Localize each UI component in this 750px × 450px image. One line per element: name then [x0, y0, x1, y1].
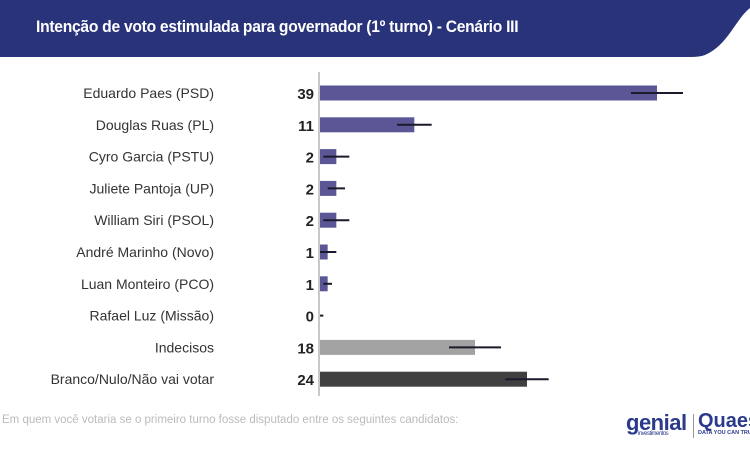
value-label: 39 — [297, 86, 314, 103]
category-label: André Marinho (Novo) — [76, 244, 214, 260]
footnote: Em quem você votaria se o primeiro turno… — [2, 414, 459, 426]
category-label: Rafael Luz (Missão) — [90, 308, 215, 324]
value-label: 24 — [297, 372, 314, 389]
quaest-logo: QuaestDATA YOU CAN TRUST — [698, 410, 750, 436]
value-label: 1 — [306, 277, 314, 294]
value-label: 18 — [297, 340, 314, 357]
bar — [319, 85, 657, 101]
chart-title: Intenção de voto estimulada para governa… — [36, 17, 519, 36]
bar — [319, 339, 475, 355]
genial-logo: genial investimentos — [626, 410, 687, 437]
category-label: Eduardo Paes (PSD) — [83, 85, 214, 101]
value-label: 1 — [306, 245, 314, 262]
category-label: Branco/Nulo/Não vai votar — [51, 371, 215, 387]
value-label: 11 — [298, 118, 314, 135]
bar — [319, 371, 527, 387]
value-label: 2 — [306, 150, 314, 167]
category-label: William Siri (PSOL) — [94, 212, 214, 228]
logo-divider — [693, 414, 694, 438]
value-label: 0 — [306, 309, 314, 326]
category-label: Indecisos — [155, 339, 214, 355]
category-label: Juliete Pantoja (UP) — [89, 180, 214, 196]
header-bar — [0, 0, 750, 57]
category-label: Luan Monteiro (PCO) — [81, 276, 214, 292]
category-label: Douglas Ruas (PL) — [96, 117, 214, 133]
value-label: 2 — [306, 213, 314, 230]
bar — [319, 117, 415, 133]
value-label: 2 — [306, 181, 314, 198]
category-label: Cyro Garcia (PSTU) — [89, 149, 214, 165]
bar — [319, 276, 328, 292]
